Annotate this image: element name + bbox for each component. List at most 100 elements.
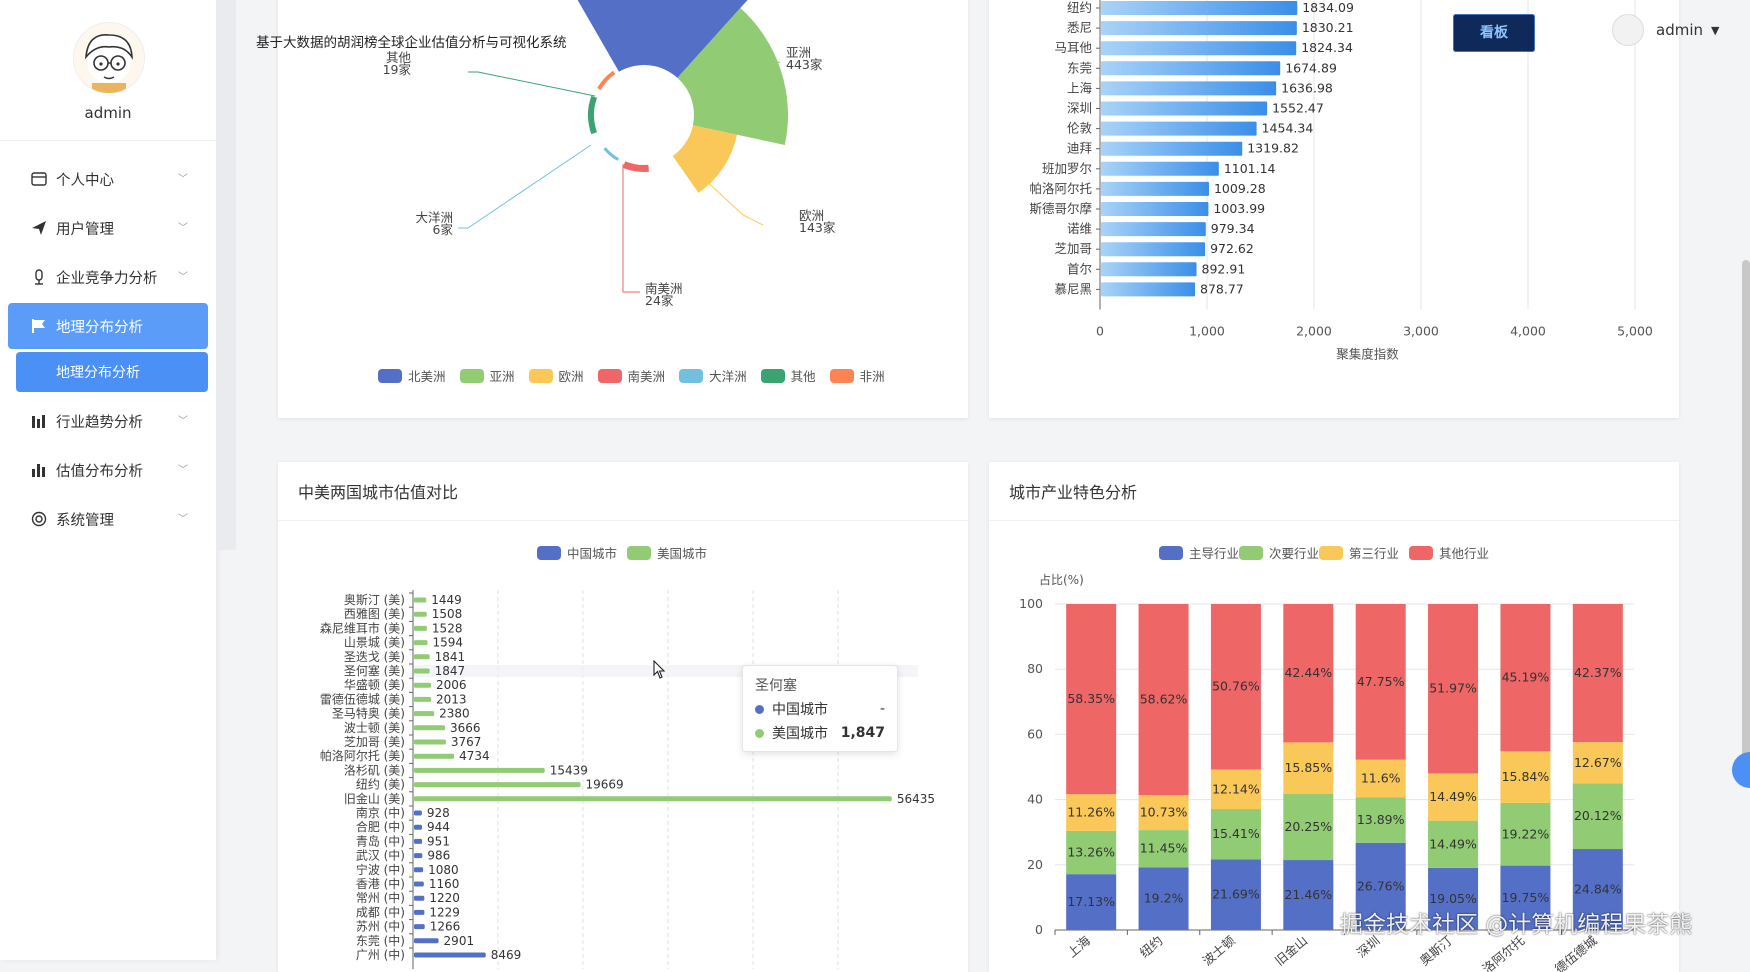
user-avatar[interactable]	[73, 22, 145, 94]
sidebar-item-system-management[interactable]: 系统管理 ﹀	[8, 496, 208, 542]
segment-value-label: 13.89%	[1357, 812, 1405, 827]
legend-item[interactable]: 其他	[760, 366, 816, 385]
side-drawer-handle[interactable]	[1732, 752, 1750, 788]
user-menu[interactable]: admin ▼	[1612, 14, 1719, 46]
sidebar-item-geo-distribution[interactable]: 地理分布分析	[8, 303, 208, 349]
kanban-button[interactable]: 看板	[1453, 14, 1535, 52]
y-tick-label: 迪拜	[1067, 141, 1092, 156]
bar-value-label: 4734	[459, 749, 490, 763]
sidebar-item-industry-trends[interactable]: 行业趋势分析 ﹀	[8, 398, 208, 444]
slice-name-label: 亚洲	[786, 45, 811, 60]
sidebar-item-user-management[interactable]: 用户管理 ﹀	[8, 205, 208, 251]
bar-value-label: 951	[427, 834, 450, 848]
x-tick-label: 波士顿	[1199, 932, 1238, 968]
leader-line	[622, 164, 640, 293]
stacked-segment	[1500, 802, 1551, 866]
legend-item[interactable]: 欧洲	[528, 366, 584, 385]
y-tick-label: 东莞	[1067, 60, 1092, 75]
bar-value-label: 1101.14	[1224, 161, 1276, 176]
tooltip-series-label: 美国城市	[772, 726, 828, 742]
user-avatar-small	[1612, 14, 1644, 46]
sidebar-item-label: 企业竞争力分析	[56, 270, 158, 287]
y-tick-label: 上海	[1067, 80, 1093, 95]
bar	[414, 938, 439, 944]
sidebar-item-valuation-distribution[interactable]: 估值分布分析 ﹀	[8, 447, 208, 493]
stacked-segment	[1355, 842, 1406, 930]
bar	[414, 924, 425, 930]
stacked-segment	[1210, 809, 1261, 860]
y-tick-label: 合肥 (中)	[356, 819, 405, 834]
legend-item[interactable]: 北美洲	[378, 366, 446, 385]
sidebar-divider	[0, 140, 216, 141]
leader-line	[702, 61, 781, 81]
bar	[1101, 21, 1297, 36]
slice-south-america	[622, 161, 649, 172]
leader-line	[687, 163, 764, 226]
y-tick-label: 纽约 (美)	[356, 777, 405, 792]
slice-value-label: 443家	[786, 57, 823, 72]
legend-label: 欧洲	[558, 369, 584, 384]
bar-value-label: 8469	[491, 948, 522, 962]
bar	[1101, 242, 1206, 257]
bar	[414, 739, 446, 745]
bar	[1101, 161, 1219, 176]
bar	[414, 640, 428, 646]
bar-value-label: 1594	[432, 636, 463, 650]
slice-name-label: 南美洲	[645, 281, 683, 296]
sidebar-item-competitiveness[interactable]: 企业竞争力分析 ﹀	[8, 254, 208, 300]
segment-value-label: 19.22%	[1502, 826, 1550, 841]
stacked-segment	[1066, 830, 1117, 875]
bar	[414, 952, 486, 958]
segment-value-label: 19.05%	[1429, 891, 1477, 906]
legend-item[interactable]: 大洋洲	[679, 366, 747, 385]
y-tick-label: 香港 (中)	[356, 876, 405, 891]
slice-north-america	[577, 0, 748, 78]
bar	[1101, 81, 1277, 96]
legend-label: 美国城市	[657, 546, 707, 561]
segment-value-label: 51.97%	[1429, 681, 1477, 696]
watermark: 掘金技术社区 @计算机编程果茶熊	[1340, 912, 1693, 938]
bar-value-label: 19669	[586, 778, 624, 792]
y-tick-label: 帕洛阿尔托 (美)	[320, 748, 405, 763]
legend-item[interactable]: 南美洲	[597, 366, 665, 385]
y-tick-label: 洛杉矶 (美)	[344, 762, 405, 777]
legend-label: 大洋洲	[709, 369, 747, 384]
bar	[414, 725, 446, 731]
stacked-segment	[1572, 604, 1623, 743]
bar-value-label: 892.91	[1202, 261, 1246, 276]
bar-value-label: 1266	[430, 920, 461, 934]
bar	[414, 810, 422, 816]
continent-distribution-card: 亚洲 443家 欧洲 143家 南美洲 24家 大洋洲 6家 其他 19家 北美洲 亚洲 欧洲 南美洲大…	[278, 0, 968, 418]
tooltip-series-value: 1,847	[840, 725, 885, 741]
segment-value-label: 47.75%	[1357, 674, 1405, 689]
legend-item[interactable]: 非洲	[829, 366, 885, 385]
bar-value-label: 878.77	[1200, 281, 1244, 296]
y-tick-label: 雷德伍德城 (美)	[320, 691, 405, 706]
legend-item[interactable]: 亚洲	[459, 366, 515, 385]
bar	[414, 696, 432, 702]
y-tick-label: 深圳	[1067, 101, 1092, 116]
y-tick-label: 圣迭戈 (美)	[344, 650, 405, 664]
legend-swatch	[760, 368, 785, 383]
sidebar-menu: 个人中心 ﹀ 用户管理 ﹀ 企业竞争力分析 ﹀ 地理分布分析 地理分布分析	[0, 156, 216, 545]
bar	[1101, 101, 1268, 116]
system-title: 基于大数据的胡润榜全球企业估值分析与可视化系统	[256, 35, 567, 51]
sidebar-item-personal-center[interactable]: 个人中心 ﹀	[8, 156, 208, 202]
settings-icon	[28, 511, 50, 527]
submenu-item-geo-distribution[interactable]: 地理分布分析	[16, 352, 208, 392]
bar	[414, 782, 581, 788]
tooltip-title: 圣何塞	[755, 678, 797, 694]
bar-value-label: 986	[427, 849, 450, 863]
sidebar-item-label: 估值分布分析	[56, 463, 143, 480]
card-icon	[28, 172, 50, 186]
y-tick-label: 森尼维耳市 (美)	[320, 620, 405, 635]
segment-value-label: 15.84%	[1502, 769, 1550, 784]
bar-value-label: 56435	[897, 792, 935, 806]
bar	[414, 668, 430, 674]
bar-value-label: 1449	[431, 593, 462, 607]
page-scrollbar[interactable]	[1742, 260, 1750, 780]
legend-label: 其他行业	[1439, 546, 1489, 561]
continent-legend: 北美洲 亚洲 欧洲 南美洲 大洋洲 其他 非洲	[378, 366, 899, 385]
sidebar-item-label: 个人中心	[56, 172, 114, 189]
tooltip-series-label: 中国城市	[772, 702, 828, 718]
